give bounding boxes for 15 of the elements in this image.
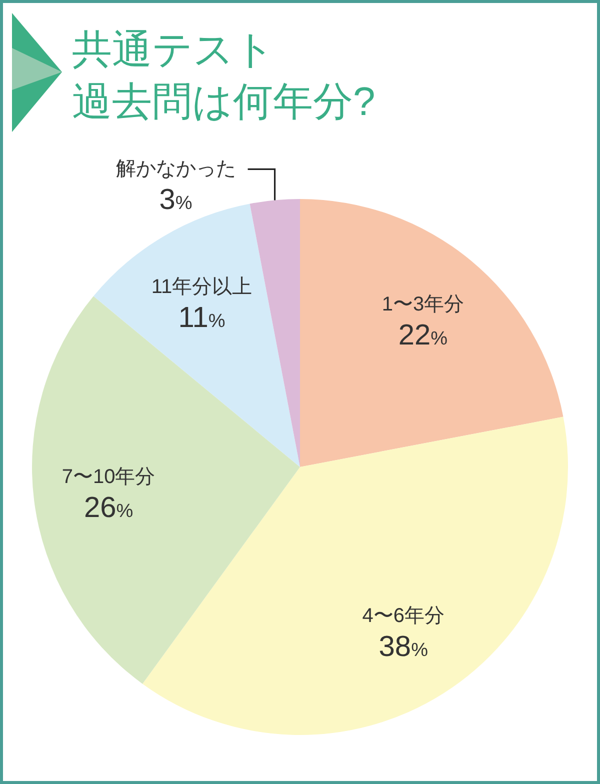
- chart-title: 共通テスト: [72, 27, 275, 74]
- slice-label: 解かなかった: [116, 158, 236, 180]
- pie-slice: [250, 199, 300, 467]
- data-label: 38%: [378, 630, 428, 663]
- data-label: 22%: [398, 319, 448, 352]
- data-label: 26%: [84, 492, 134, 524]
- slice-label: 1〜3年分: [382, 293, 464, 316]
- slice-label: 7〜10年分: [62, 466, 156, 488]
- data-label: 11%: [178, 302, 226, 334]
- chart-subtitle: 過去問は何年分?: [72, 79, 376, 126]
- pie-slice: [300, 199, 564, 467]
- slice-label: 4〜6年分: [362, 604, 445, 627]
- slice-label: 11年分以上: [151, 276, 252, 298]
- data-label: 3%: [159, 184, 192, 216]
- pie-slice: [32, 296, 300, 684]
